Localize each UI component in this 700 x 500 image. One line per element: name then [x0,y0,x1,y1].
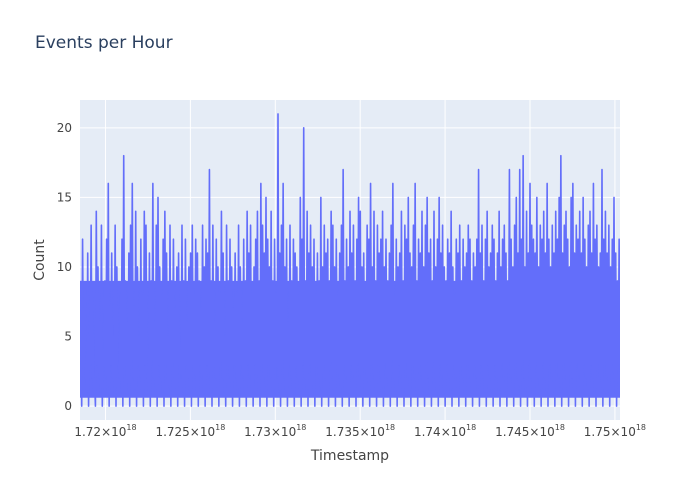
y-tick-label: 10 [57,260,72,274]
y-tick-label: 0 [64,399,72,413]
x-tick-label: 1.745×1018 [495,423,565,439]
y-tick-label: 20 [57,121,72,135]
y-tick-label: 15 [57,190,72,204]
x-tick-label: 1.74×1018 [414,423,476,439]
y-tick-label: 5 [64,330,72,344]
series-layer [80,113,620,407]
y-axis-title: Count [32,239,48,281]
x-tick-label: 1.72×1018 [74,423,136,439]
y-tick-labels: 0 5 10 15 20 [57,121,72,413]
x-tick-labels: 1.72×1018 1.725×1018 1.73×1018 1.735×1018 1.… [74,423,646,439]
x-tick-label: 1.73×1018 [244,423,306,439]
x-tick-label: 1.735×1018 [325,423,395,439]
chart-title: Events per Hour [35,33,173,53]
series-line [80,113,620,407]
x-tick-label: 1.75×1018 [584,423,646,439]
x-tick-label: 1.725×1018 [155,423,225,439]
x-axis-title: Timestamp [310,448,389,464]
